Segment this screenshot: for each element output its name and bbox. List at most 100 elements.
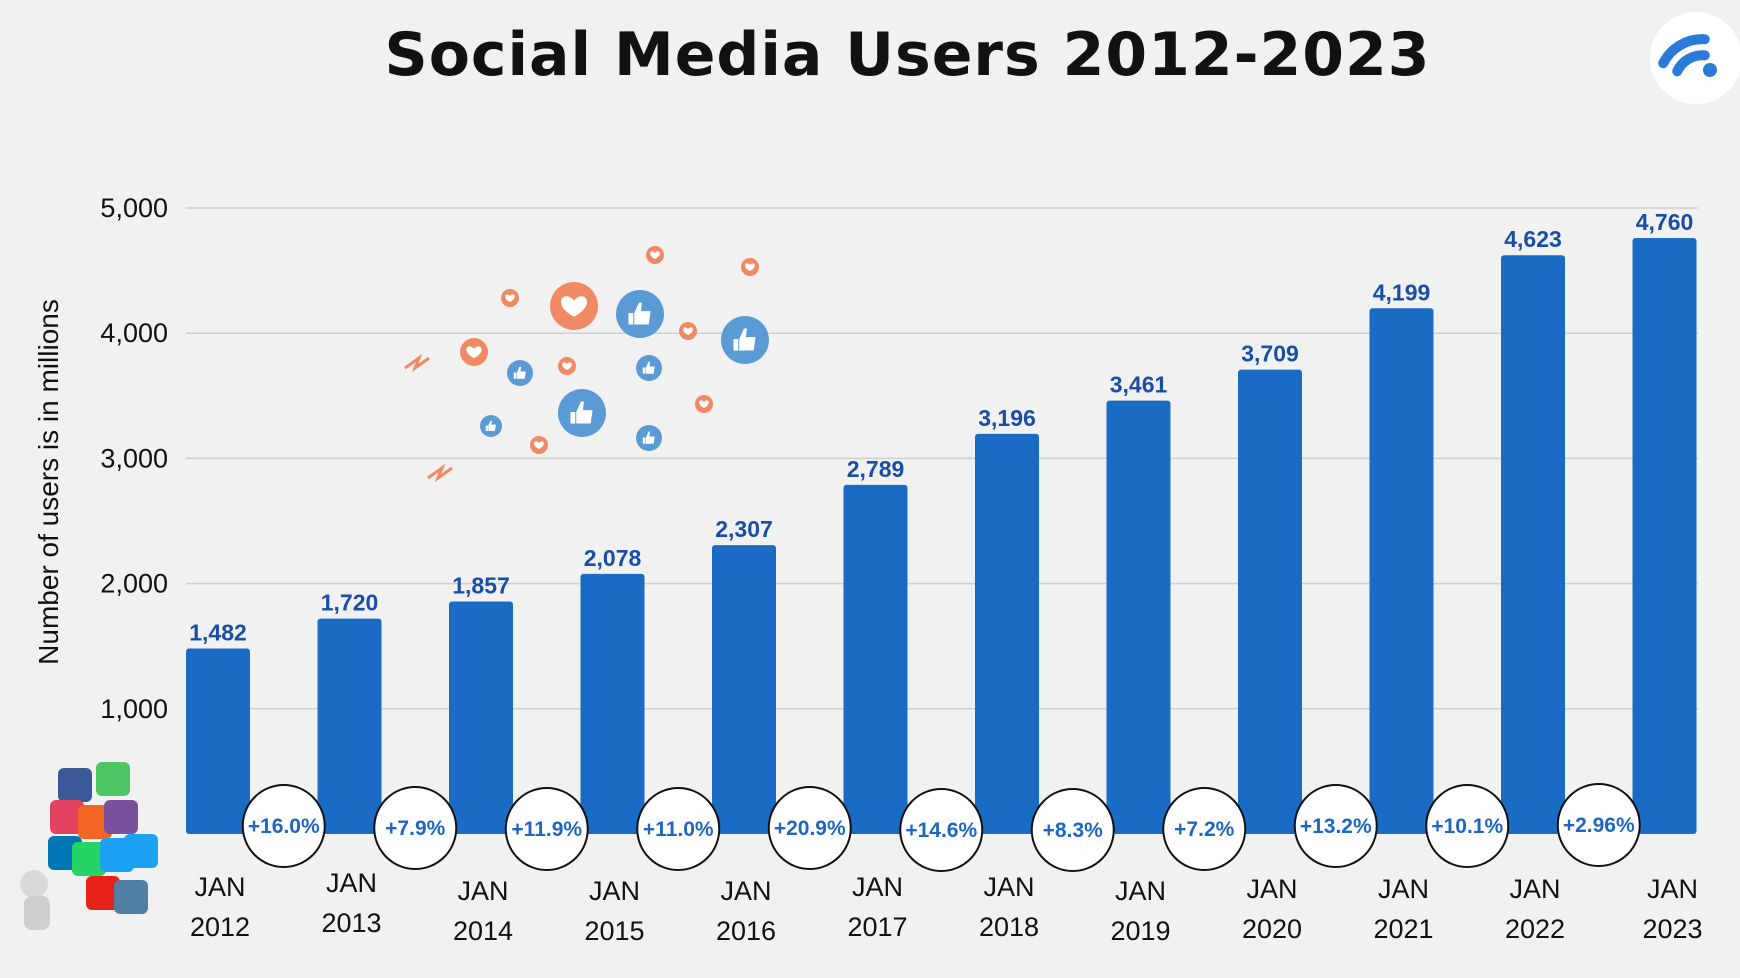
x-tick-label: JAN bbox=[1509, 874, 1560, 904]
bar bbox=[1238, 369, 1302, 834]
x-tick-label: 2013 bbox=[321, 908, 381, 938]
x-tick-label: JAN bbox=[852, 872, 903, 902]
chart-title: Social Media Users 2012-2023 bbox=[384, 20, 1431, 90]
y-tick-label: 5,000 bbox=[100, 193, 168, 223]
skype-icon bbox=[86, 876, 120, 910]
bar bbox=[843, 484, 908, 834]
growth-badge-label: +7.2% bbox=[1174, 818, 1234, 841]
x-tick-label: 2012 bbox=[190, 912, 250, 942]
vine-icon bbox=[124, 834, 158, 868]
bar bbox=[1106, 400, 1171, 834]
thumbs-up-icon bbox=[636, 355, 662, 381]
x-tick-label: 2017 bbox=[847, 912, 907, 942]
x-tick-label: JAN bbox=[589, 876, 640, 906]
thumbs-up-icon bbox=[616, 290, 664, 338]
bar-value-label: 1,720 bbox=[321, 590, 379, 616]
x-tick-label: JAN bbox=[1115, 876, 1166, 906]
heart-icon bbox=[679, 322, 697, 340]
growth-badge-label: +11.0% bbox=[643, 818, 714, 841]
twitter-icon bbox=[50, 800, 84, 834]
x-tick-label: JAN bbox=[983, 872, 1034, 902]
x-tick-label: 2020 bbox=[1242, 914, 1302, 944]
heart-icon bbox=[460, 338, 488, 366]
growth-badge-label: +20.9% bbox=[774, 817, 846, 840]
wifi-signal-icon bbox=[1650, 12, 1740, 104]
bar bbox=[1501, 255, 1565, 835]
value-labels: 1,482 1,720 1,857 2,078 2,307 2,789 3,196 3,461… bbox=[189, 209, 1693, 645]
bar bbox=[975, 433, 1039, 834]
growth-badge-label: +16.0% bbox=[248, 815, 320, 838]
figure-head-icon bbox=[20, 870, 48, 898]
y-tick-label: 3,000 bbox=[100, 443, 168, 473]
x-tick-label: JAN bbox=[457, 876, 508, 906]
bar bbox=[712, 545, 776, 834]
growth-badge-label: +8.3% bbox=[1043, 819, 1103, 842]
bar bbox=[186, 648, 250, 834]
heart-icon bbox=[550, 282, 598, 330]
bar-value-label: 4,623 bbox=[1504, 226, 1562, 252]
bar-value-label: 1,482 bbox=[189, 619, 247, 645]
y-axis-label: Number of users is in millions bbox=[33, 299, 64, 665]
bar bbox=[449, 601, 513, 834]
x-tick-label: JAN bbox=[720, 876, 771, 906]
heart-icon bbox=[741, 258, 759, 276]
heart-icon bbox=[695, 395, 713, 413]
bar-value-label: 3,196 bbox=[978, 405, 1036, 431]
bar-value-label: 1,857 bbox=[452, 573, 510, 599]
bar bbox=[1369, 308, 1434, 835]
gridlines bbox=[186, 207, 1698, 710]
thumbs-up-icon bbox=[636, 425, 662, 451]
heart-icon bbox=[558, 357, 576, 375]
facebook-icon bbox=[58, 768, 92, 802]
growth-badge bbox=[1293, 784, 1378, 868]
thumbs-up-icon bbox=[480, 415, 502, 437]
bar-value-label: 3,709 bbox=[1241, 341, 1299, 367]
wifi-signal-icon-graphic bbox=[1658, 34, 1717, 77]
x-tick-label: 2019 bbox=[1110, 916, 1170, 946]
spark-icon bbox=[427, 463, 453, 483]
heart-icon bbox=[646, 246, 664, 264]
x-tick-label: 2022 bbox=[1505, 914, 1565, 944]
thumbs-up-icon bbox=[558, 389, 606, 437]
figure-body-icon bbox=[24, 896, 50, 930]
growth-badge bbox=[1162, 787, 1247, 871]
growth-badges: +16.0% +7.9% +11.9% +11.0% +20.9% +14.6% +8.3%… bbox=[241, 783, 1641, 872]
y-tick-label: 4,000 bbox=[100, 318, 168, 348]
bar bbox=[317, 618, 382, 834]
spark-icon bbox=[404, 353, 430, 373]
bar bbox=[580, 573, 645, 834]
whatsapp-icon bbox=[96, 762, 130, 796]
growth-badge bbox=[241, 784, 326, 868]
y-tick-label: 2,000 bbox=[100, 569, 168, 599]
bars bbox=[186, 238, 1697, 835]
y-tick-label: 1,000 bbox=[100, 694, 168, 724]
line-icon bbox=[114, 880, 148, 914]
x-tick-label: 2021 bbox=[1373, 914, 1433, 944]
x-tick-label: 2014 bbox=[453, 916, 513, 946]
x-tick-label: JAN bbox=[326, 868, 377, 898]
growth-badge-label: +2.96% bbox=[1563, 814, 1635, 837]
bar-value-label: 2,307 bbox=[715, 516, 773, 542]
growth-badge bbox=[1425, 784, 1510, 868]
x-tick-label: 2023 bbox=[1642, 914, 1702, 944]
youtube-icon bbox=[104, 800, 138, 834]
x-tick-label: JAN bbox=[1246, 874, 1297, 904]
social-icons-stack bbox=[20, 762, 158, 930]
growth-badge bbox=[504, 787, 589, 871]
x-tick-label: 2016 bbox=[716, 916, 776, 946]
growth-badge-label: +11.9% bbox=[511, 818, 582, 841]
x-tick-label: JAN bbox=[1647, 874, 1698, 904]
bar-value-label: 2,078 bbox=[584, 545, 642, 571]
growth-badge-label: +13.2% bbox=[1300, 815, 1372, 838]
rss-icon bbox=[72, 842, 106, 876]
growth-badge bbox=[373, 786, 458, 870]
x-tick-label: 2015 bbox=[584, 916, 644, 946]
bar bbox=[1632, 238, 1697, 835]
x-axis-ticks: JAN 2012 JAN 2013 JAN 2014 JAN 2015 JAN 2016 JAN 20… bbox=[190, 868, 1703, 946]
growth-badge bbox=[636, 787, 721, 871]
bar-value-label: 3,461 bbox=[1110, 372, 1168, 398]
growth-badge-label: +14.6% bbox=[905, 819, 977, 842]
x-tick-label: 2018 bbox=[979, 912, 1039, 942]
